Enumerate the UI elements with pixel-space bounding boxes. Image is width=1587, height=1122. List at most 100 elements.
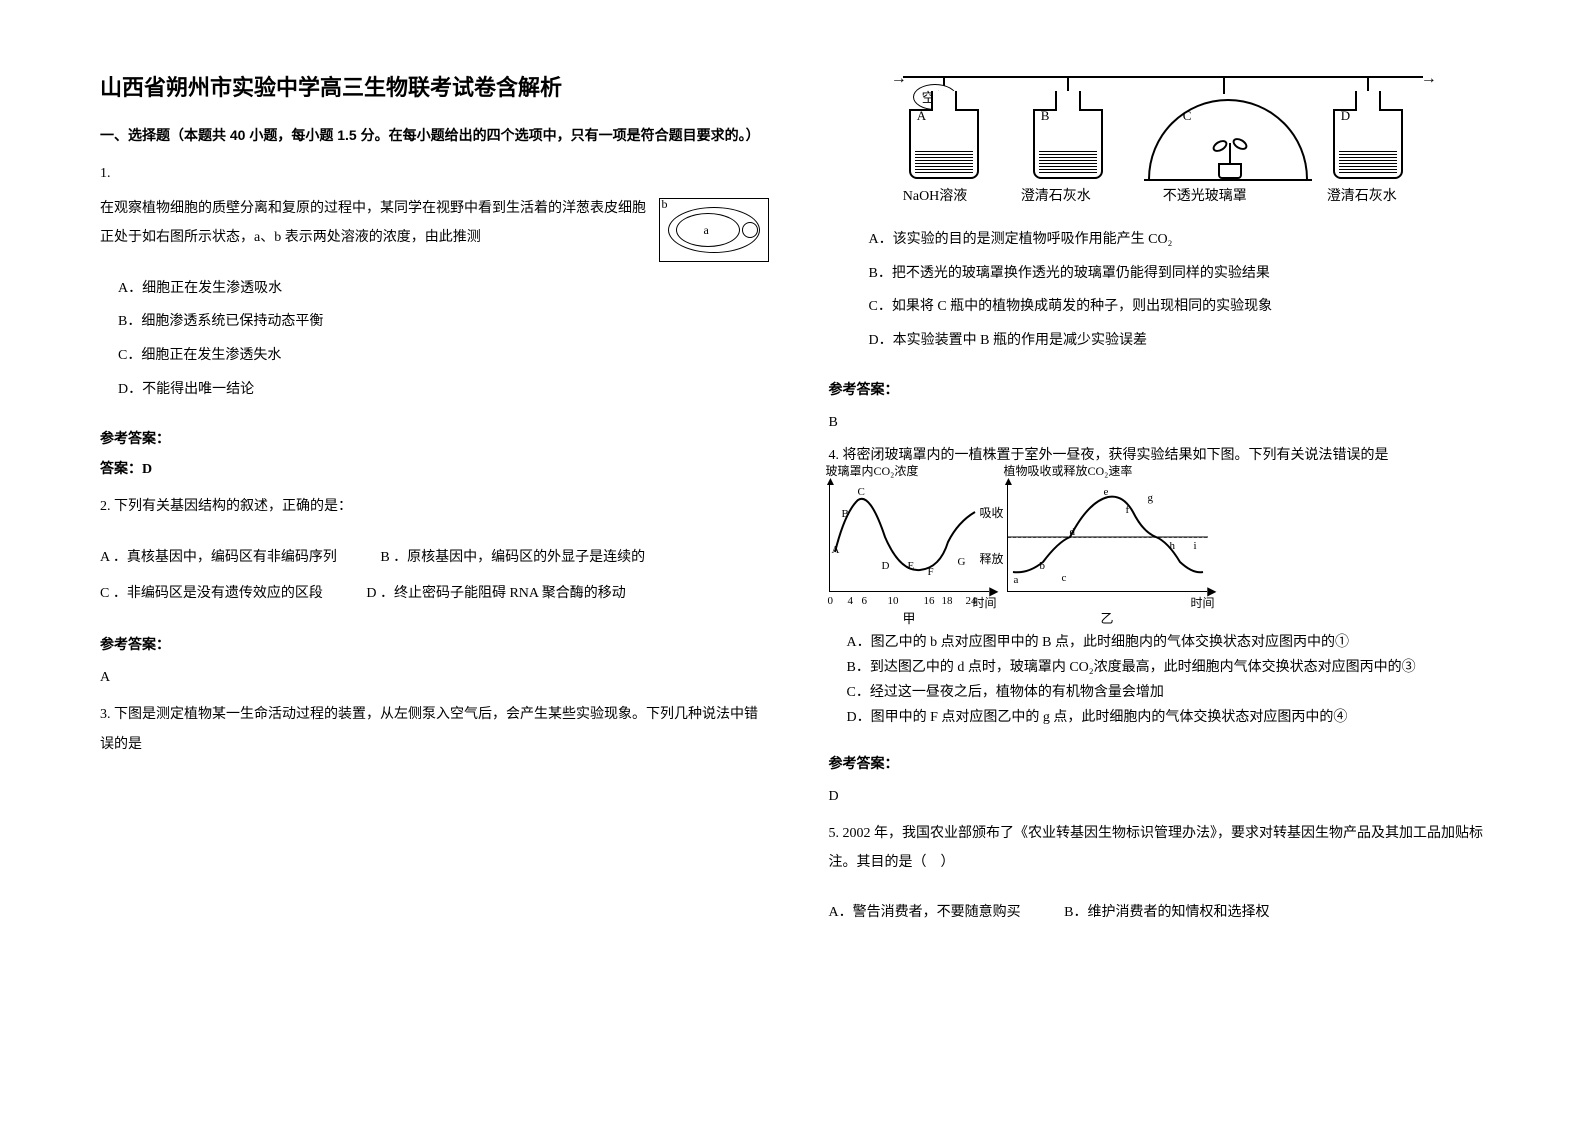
q4-opt-c: C．经过这一昼夜之后，植物体的有机物含量会增加 (847, 680, 1498, 705)
q3-apparatus: → → 空气 A B C D NaOH溶液 澄清石灰水 不透光玻璃罩 澄清石灰水 (903, 70, 1423, 205)
pt-a: a (1014, 574, 1019, 586)
q4-opt-a: A．图乙中的 b 点对应图甲中的 B 点，此时细胞内的气体交换状态对应图丙中的① (847, 630, 1498, 655)
q4-opt-b: B．到达图乙中的 d 点时，玻璃罩内 CO₂浓度最高，此时细胞内气体交换状态对应… (847, 655, 1498, 680)
q3-text: 3. 下图是测定植物某一生命活动过程的装置，从左侧泵入空气后，会产生某些实验现象… (100, 700, 769, 759)
cap-a: NaOH溶液 (903, 185, 968, 205)
q4-chart1: ▲ ▶ 玻璃罩内CO₂浓度 时间 甲 A B C D E F G 0 4 6 1… (829, 482, 989, 592)
pt-h: h (1170, 540, 1176, 552)
stem-icon (1229, 143, 1231, 163)
t18: 18 (942, 595, 953, 607)
q2-opt-d: D ．终止密码子能阻碍 RNA 聚合酶的移动 (366, 576, 625, 612)
q1-opt-c: C．细胞正在发生渗透失水 (118, 339, 769, 373)
chart1-caption: 甲 (902, 608, 915, 627)
q1-row: 在观察植物细胞的质壁分离和复原的过程中，某同学在视野中看到生活着的洋葱表皮细胞正… (100, 194, 769, 262)
chart2-caption: 乙 (1100, 608, 1113, 627)
dome-c (1148, 99, 1308, 179)
q3-options: A．该实验的目的是测定植物呼吸作用能产生 CO₂ B．把不透光的玻璃罩换作透光的… (869, 223, 1498, 357)
t0: 0 (828, 595, 834, 607)
pt-e: e (1104, 486, 1109, 498)
pt-f: f (1126, 504, 1130, 516)
cap-b: 澄清石灰水 (1021, 185, 1091, 205)
q1-options: A．细胞正在发生渗透吸水 B．细胞渗透系统已保持动态平衡 C．细胞正在发生渗透失… (118, 272, 769, 406)
q3-opt-c: C．如果将 C 瓶中的植物换成萌发的种子，则出现相同的实验现象 (869, 290, 1498, 324)
q2-opt-b: B ．原核基因中，编码区的外显子是连续的 (380, 540, 645, 576)
lbl-c: C (1183, 108, 1192, 124)
q1-diagram: b a (659, 198, 769, 262)
q5-opt-a: A．警告消费者，不要随意购买 (829, 895, 1021, 931)
t10: 10 (888, 595, 899, 607)
q4-options: A．图乙中的 b 点对应图甲中的 B 点，此时细胞内的气体交换状态对应图丙中的①… (847, 630, 1498, 731)
q2-answer: A (100, 670, 769, 686)
pt-C: C (858, 486, 865, 498)
left-column: 山西省朔州市实验中学高三生物联考试卷含解析 一、选择题（本题共 40 小题，每小… (100, 70, 769, 1082)
tube-top (903, 76, 1423, 78)
vacuole-icon (742, 222, 758, 238)
lbl-b: B (1041, 108, 1050, 124)
lbl-release: 释放 (980, 550, 1004, 567)
chart2-ylabel: 植物吸收或释放CO₂速率 (1004, 462, 1133, 479)
pt-F: F (928, 566, 934, 578)
q1-ans-label: 参考答案： (100, 428, 769, 448)
q1-opt-d: D．不能得出唯一结论 (118, 373, 769, 407)
q5-options: A．警告消费者，不要随意购买 B．维护消费者的知情权和选择权 (829, 895, 1498, 931)
chart2-xlabel: 时间 (1190, 594, 1214, 611)
q2-ans-label: 参考答案： (100, 634, 769, 654)
q1-label-a: a (704, 223, 709, 238)
q4-charts: ▲ ▶ 玻璃罩内CO₂浓度 时间 甲 A B C D E F G 0 4 6 1… (829, 482, 1498, 592)
q4-ans-label: 参考答案： (829, 753, 1498, 773)
chart1-curve (830, 482, 990, 592)
pt-E: E (908, 560, 915, 572)
q2-options: A ．真核基因中，编码区有非编码序列 B ．原核基因中，编码区的外显子是连续的 … (100, 540, 769, 613)
chart1-ylabel: 玻璃罩内CO₂浓度 (826, 462, 919, 479)
q3-answer: B (829, 415, 1498, 431)
q3-opt-d: D．本实验装置中 B 瓶的作用是减少实验误差 (869, 324, 1498, 358)
lbl-d: D (1341, 108, 1350, 124)
q2-opt-c: C ．非编码区是没有遗传效应的区段 (100, 576, 323, 612)
leaf-icon (1210, 138, 1229, 155)
q1-text: 在观察植物细胞的质壁分离和复原的过程中，某同学在视野中看到生活着的洋葱表皮细胞正… (100, 194, 649, 253)
cap-d: 澄清石灰水 (1327, 185, 1397, 205)
q3-ans-label: 参考答案： (829, 379, 1498, 399)
q2-opt-a: A ．真核基因中，编码区有非编码序列 (100, 540, 337, 576)
plant-icon (1210, 129, 1250, 179)
vtube-c (1223, 76, 1225, 94)
pt-c: c (1062, 572, 1067, 584)
liquid-b (1039, 151, 1097, 173)
pt-G: G (958, 556, 966, 568)
chart2-curve (1008, 482, 1208, 592)
liquid-a (915, 151, 973, 173)
q1-label-b: b (662, 197, 668, 212)
t4: 4 (848, 595, 854, 607)
pt-b: b (1040, 560, 1046, 572)
t6: 6 (862, 595, 868, 607)
t16: 16 (924, 595, 935, 607)
pt-B: B (842, 508, 849, 520)
pt-A: A (832, 544, 840, 556)
leaf-icon (1230, 136, 1249, 153)
arrow-out-icon: → (1421, 70, 1437, 88)
liquid-d (1339, 151, 1397, 173)
q5-opt-b: B．维护消费者的知情权和选择权 (1064, 895, 1269, 931)
q1-opt-a: A．细胞正在发生渗透吸水 (118, 272, 769, 306)
pt-g: g (1148, 492, 1154, 504)
cap-c: 不透光玻璃罩 (1163, 185, 1247, 205)
q2-text: 2. 下列有关基因结构的叙述，正确的是： (100, 492, 769, 521)
lbl-a: A (917, 108, 926, 124)
q1-answer: 答案：D (100, 458, 769, 478)
q3-opt-a: A．该实验的目的是测定植物呼吸作用能产生 CO₂ (869, 223, 1498, 257)
q4-text: 4. 将密闭玻璃罩内的一植株置于室外一昼夜，获得实验结果如下图。下列有关说法错误… (829, 445, 1498, 467)
q1-opt-b: B．细胞渗透系统已保持动态平衡 (118, 305, 769, 339)
pt-i: i (1194, 540, 1197, 552)
q3-opt-b: B．把不透光的玻璃罩换作透光的玻璃罩仍能得到同样的实验结果 (869, 257, 1498, 291)
section-heading: 一、选择题（本题共 40 小题，每小题 1.5 分。在每小题给出的四个选项中，只… (100, 124, 769, 148)
q4-answer: D (829, 789, 1498, 805)
pt-d: d (1070, 526, 1076, 538)
arrow-in-icon: → (891, 70, 907, 88)
t24: 24 (966, 595, 977, 607)
q4-opt-d: D．图甲中的 F 点对应图乙中的 g 点，此时细胞内的气体交换状态对应图丙中的④ (847, 705, 1498, 730)
q5-text: 5. 2002 年，我国农业部颁布了《农业转基因生物标识管理办法》，要求对转基因… (829, 819, 1498, 878)
right-column: → → 空气 A B C D NaOH溶液 澄清石灰水 不透光玻璃罩 澄清石灰水… (829, 70, 1498, 1082)
page-title: 山西省朔州市实验中学高三生物联考试卷含解析 (100, 70, 769, 102)
pt-D: D (882, 560, 890, 572)
pot-icon (1218, 163, 1242, 179)
